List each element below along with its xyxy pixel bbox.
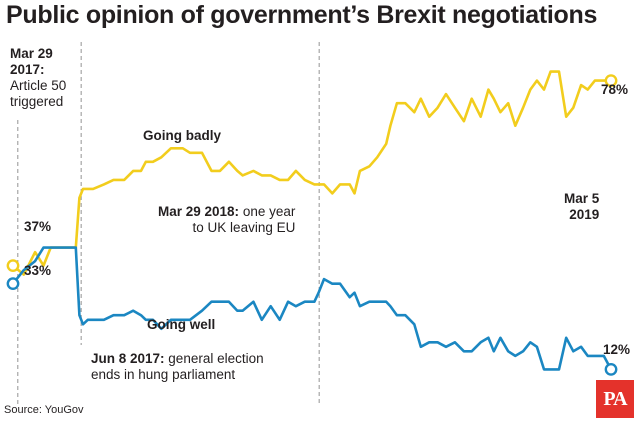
annotation-election: Jun 8 2017: general election ends in hun… <box>91 351 264 383</box>
endpoint-markers <box>6 74 618 376</box>
annotation-article50-line2: triggered <box>10 94 64 109</box>
annotation-one-year: Mar 29 2018: one year to UK leaving EU <box>158 204 295 236</box>
going-badly-start-marker <box>6 259 20 273</box>
source-note: Source: YouGov <box>4 404 84 416</box>
going-well-start-marker <box>6 277 20 291</box>
well-end-label: 12% <box>603 342 631 357</box>
annotation-article50: Mar 29 2017: Article 50 triggered <box>10 46 66 110</box>
annotation-one-year-text: one year <box>239 204 296 219</box>
badly-start-label: 37% <box>24 219 52 234</box>
series-lines <box>11 70 613 371</box>
series-line-going-badly <box>11 70 613 276</box>
annotation-mar5-line2: 2019 <box>569 207 600 222</box>
annotation-mar5: Mar 5 2019 <box>564 191 599 223</box>
annotation-article50-year: 2017: <box>10 62 45 77</box>
well-start-label: 33% <box>24 263 52 278</box>
series-label-going-badly: Going badly <box>143 128 222 143</box>
annotation-article50-line1: Article 50 <box>10 78 67 93</box>
badly-end-label: 78% <box>601 82 629 97</box>
annotation-election-line2: ends in hung parliament <box>91 367 236 382</box>
going-well-end-marker <box>604 362 618 376</box>
annotation-mar5-line1: Mar 5 <box>564 191 600 206</box>
annotation-election-text: general election <box>164 351 264 366</box>
series-line-going-well <box>11 246 613 371</box>
series-label-going-well: Going well <box>147 317 216 332</box>
chart-title: Public opinion of government’s Brexit ne… <box>6 1 598 29</box>
annotation-article50-date: Mar 29 <box>10 46 53 61</box>
annotation-election-date: Jun 8 2017: <box>91 351 165 366</box>
annotation-one-year-date: Mar 29 2018: <box>158 204 240 219</box>
going-badly-end-marker <box>604 74 618 88</box>
pa-logo: PA <box>596 380 634 418</box>
annotation-one-year-line2: to UK leaving EU <box>192 220 296 235</box>
